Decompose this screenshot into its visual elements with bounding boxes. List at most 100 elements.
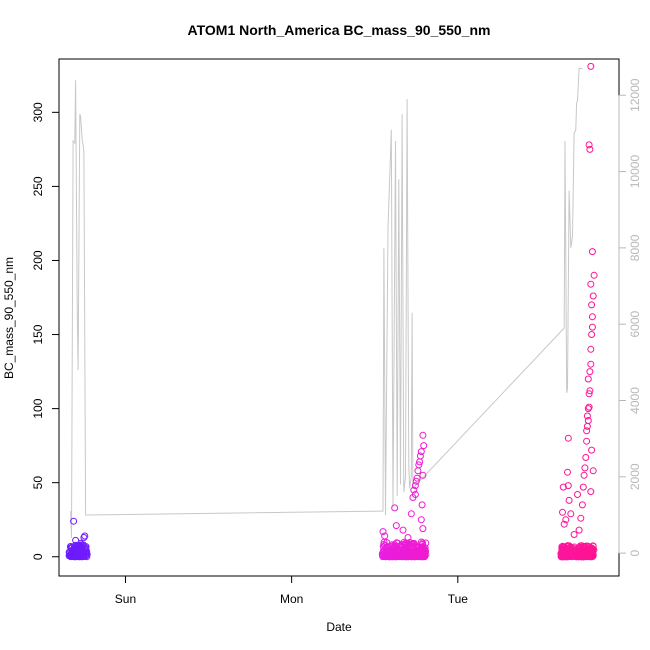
scatter-point — [418, 501, 426, 509]
scatter-point — [564, 468, 571, 476]
y2-tick-label: 4000 — [628, 387, 642, 414]
scatter-point — [580, 471, 588, 479]
scatter-point — [419, 431, 427, 439]
scatter-point — [589, 467, 597, 475]
scatter-point — [379, 528, 387, 536]
plot-frame — [58, 58, 620, 577]
scatter-point — [561, 552, 569, 560]
scatter-point — [588, 248, 596, 256]
scatter-point — [575, 526, 583, 534]
scatter-point — [407, 510, 415, 518]
scatter-point — [66, 551, 74, 559]
scatter-point — [417, 545, 425, 553]
scatter-point — [75, 553, 83, 561]
scatter-point — [404, 534, 412, 541]
scatter-point — [381, 532, 389, 540]
scatter-point — [584, 375, 592, 383]
scatter-point — [402, 549, 410, 556]
scatter-point — [588, 323, 596, 331]
y-tick-label: 0 — [31, 553, 45, 560]
scatter-point — [380, 541, 388, 548]
scatter-point — [392, 522, 400, 530]
scatter-point — [588, 446, 596, 454]
scatter-point — [404, 544, 412, 552]
scatter-point — [80, 534, 88, 541]
y-tick-label: 300 — [31, 102, 45, 122]
scatter-point — [411, 491, 419, 498]
scatter-point — [408, 553, 416, 561]
scatter-point — [82, 543, 90, 551]
scatter-point — [563, 550, 571, 558]
scatter-point — [589, 292, 597, 300]
scatter-point — [588, 313, 596, 321]
scatter-point — [586, 368, 594, 376]
scatter-point — [577, 514, 585, 522]
x-tick-label: Tue — [448, 592, 469, 606]
scatter-point — [587, 360, 595, 368]
scatter-point — [567, 543, 574, 551]
scatter-point — [584, 417, 592, 424]
scatter-point — [414, 467, 422, 475]
x-tick-label: Sun — [115, 592, 136, 606]
scatter-point — [587, 345, 595, 353]
scatter-point — [419, 525, 427, 533]
scatter-point — [408, 545, 416, 553]
scatter-point — [65, 548, 73, 556]
scatter-point — [386, 546, 394, 554]
scatter-point — [410, 486, 418, 494]
scatter-point — [558, 546, 566, 554]
scatter-point — [583, 412, 591, 420]
scatter-point — [585, 141, 593, 149]
scatter-point — [570, 531, 578, 538]
scatter-point — [586, 145, 594, 153]
scatter-point — [399, 548, 407, 556]
scatter-point — [562, 516, 570, 524]
scatter-point — [581, 464, 589, 472]
axes-layer: 0 50 100 150 200 250 300 0 2000 4000 6000 8000 10000… — [31, 78, 642, 606]
scatter-point — [587, 62, 595, 70]
scatter-point — [588, 301, 596, 309]
scatter-point — [411, 482, 419, 490]
scatter-point — [415, 461, 423, 469]
x-axis-label: Date — [326, 620, 352, 634]
y-tick-label: 50 — [31, 476, 45, 490]
scatter-point — [584, 405, 592, 413]
scatter-point — [579, 483, 587, 491]
scatter-point — [583, 427, 591, 435]
scatter-point — [582, 454, 590, 461]
scatter-point — [379, 548, 387, 556]
scatter-point — [412, 477, 420, 485]
scatter-point — [381, 542, 389, 550]
scatter-point — [70, 517, 78, 525]
y2-tick-label: 0 — [628, 549, 642, 556]
scatter-point — [420, 442, 428, 450]
scatter-point — [81, 532, 89, 540]
y2-tick-label: 2000 — [628, 463, 642, 490]
y-axis-label: BC_mass_90_550_nm — [2, 257, 16, 379]
scatter-point — [395, 553, 403, 560]
scatter-point — [399, 526, 407, 534]
scatter-point — [382, 552, 390, 560]
y2-tick-label: 12000 — [628, 78, 642, 112]
chart-title: ATOM1 North_America BC_mass_90_550_nm — [188, 22, 491, 38]
y-tick-label: 250 — [31, 176, 45, 196]
scatter-point — [79, 551, 87, 558]
scatter-point — [82, 547, 90, 554]
scatter-point — [77, 539, 85, 547]
scatter-point — [588, 544, 596, 552]
scatter-point — [392, 552, 400, 560]
y2-tick-label: 10000 — [628, 155, 642, 189]
scatter-point — [567, 510, 575, 518]
y-tick-label: 100 — [31, 398, 45, 418]
scatter-point — [417, 516, 425, 524]
y-tick-label: 200 — [31, 250, 45, 270]
x-tick-label: Mon — [280, 592, 303, 606]
scatter-point — [409, 539, 417, 547]
scatter-point — [574, 491, 581, 498]
scatter-point — [416, 452, 424, 460]
scatter-point — [564, 434, 572, 442]
scatter-point — [586, 387, 594, 395]
scatter-point — [379, 552, 387, 559]
scatter-point — [579, 550, 587, 558]
scatter-point — [559, 508, 566, 516]
